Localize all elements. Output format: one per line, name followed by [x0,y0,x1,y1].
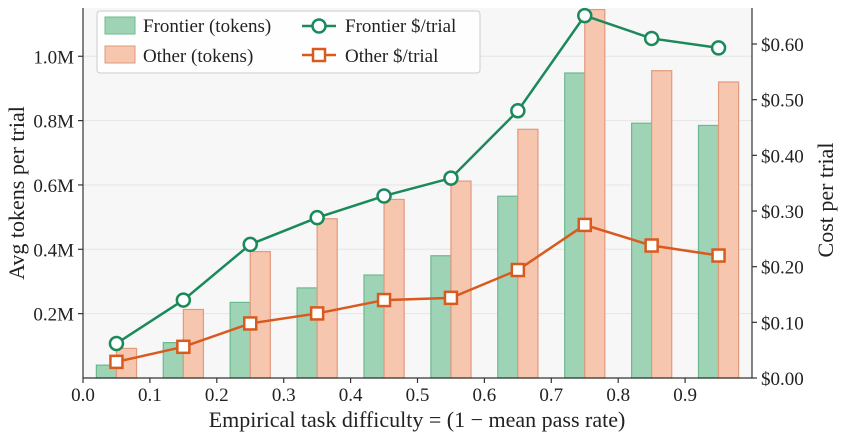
line-series [108,7,727,370]
y-right-tick-label-1: $0.10 [761,313,804,334]
bar-other-9 [717,81,740,379]
y-left-tick-label-0: 0.2M [33,305,74,326]
axes [78,8,757,383]
legend-marker-frontier-cost [311,18,327,34]
y-right-tick-label-0: $0.00 [761,369,804,390]
legend-label-other-tokens: Other (tokens) [143,46,253,67]
y-axis-right-title: Cost per trial [813,143,838,258]
legend: Frontier (tokens) Other (tokens) Frontie… [96,10,481,74]
bar-frontier-5 [430,255,452,379]
bar-other-4 [383,198,405,379]
point-frontier-cost-1 [175,292,192,308]
point-frontier-cost-5 [443,170,459,186]
line-other-cost [116,223,719,364]
bar-other-5 [450,180,472,379]
legend-frame [96,10,481,74]
bar-other-7 [584,9,606,379]
point-other-cost-7 [577,217,592,233]
bar-other-8 [651,70,673,379]
y-right-tick-label-5: $0.50 [761,91,804,112]
y-left-tick-label-3: 0.8M [33,112,74,133]
y-left-tick-label-1: 0.4M [33,240,74,261]
bar-other-2 [249,250,271,379]
x-tick-label-6: 0.6 [473,385,497,406]
bar-other-3 [316,218,338,379]
x-tick-label-9: 0.9 [673,385,697,406]
bar-frontier-4 [363,274,385,379]
legend-label-other-cost: Other $/trial [345,46,438,67]
legend-label-frontier-tokens: Frontier (tokens) [143,16,271,37]
bar-frontier-6 [497,195,519,379]
legend-swatch-other-tokens [104,45,136,64]
y-right-tick-label-3: $0.30 [761,202,804,223]
x-tick-label-7: 0.7 [539,385,563,406]
y-right-tick-label-6: $0.60 [761,35,804,56]
point-frontier-cost-2 [242,236,258,253]
x-tick-label-8: 0.8 [606,385,630,406]
point-frontier-cost-4 [376,188,392,204]
line-frontier-cost [115,14,719,345]
point-frontier-cost-7 [577,7,593,24]
point-other-cost-5 [443,290,459,306]
point-other-cost-0 [109,354,124,370]
point-frontier-cost-9 [710,40,727,56]
x-tick-label-3: 0.3 [272,385,296,406]
x-tick-label-4: 0.4 [339,385,363,406]
legend-label-frontier-cost: Frontier $/trial [345,16,456,37]
x-tick-label-0: 0.0 [71,385,95,406]
point-frontier-cost-8 [643,30,660,47]
point-other-cost-2 [243,316,258,331]
legend-marker-other-cost [311,47,327,63]
point-other-cost-3 [309,306,325,321]
point-frontier-cost-0 [108,335,125,352]
x-tick-label-2: 0.2 [205,385,229,406]
point-other-cost-1 [176,339,191,355]
point-other-cost-8 [644,238,659,253]
point-frontier-cost-6 [510,103,526,119]
point-other-cost-4 [376,292,392,308]
x-tick-label-5: 0.5 [406,385,430,406]
x-axis-title: Empirical task difficulty = (1 − mean pa… [209,407,626,432]
bar-frontier-2 [229,301,251,379]
point-frontier-cost-3 [309,209,325,226]
bar-frontier-3 [296,287,318,379]
point-other-cost-6 [510,262,526,278]
x-tick-label-1: 0.1 [138,385,162,406]
y-right-tick-label-4: $0.40 [761,146,804,167]
bar-other-6 [517,128,539,379]
y-left-tick-label-2: 0.6M [33,176,74,197]
point-other-cost-9 [711,248,726,263]
y-right-tick-label-2: $0.20 [761,258,804,279]
y-left-tick-label-4: 1.0M [33,47,74,68]
legend-swatch-frontier-tokens [104,16,136,35]
tick-labels: 0.0 0.1 0.2 0.3 0.4 0.5 0.6 0.7 0.8 0.9 0.2M 0.4M 0.… [33,35,803,406]
y-axis-left-title: Avg tokens per trial [4,106,29,280]
